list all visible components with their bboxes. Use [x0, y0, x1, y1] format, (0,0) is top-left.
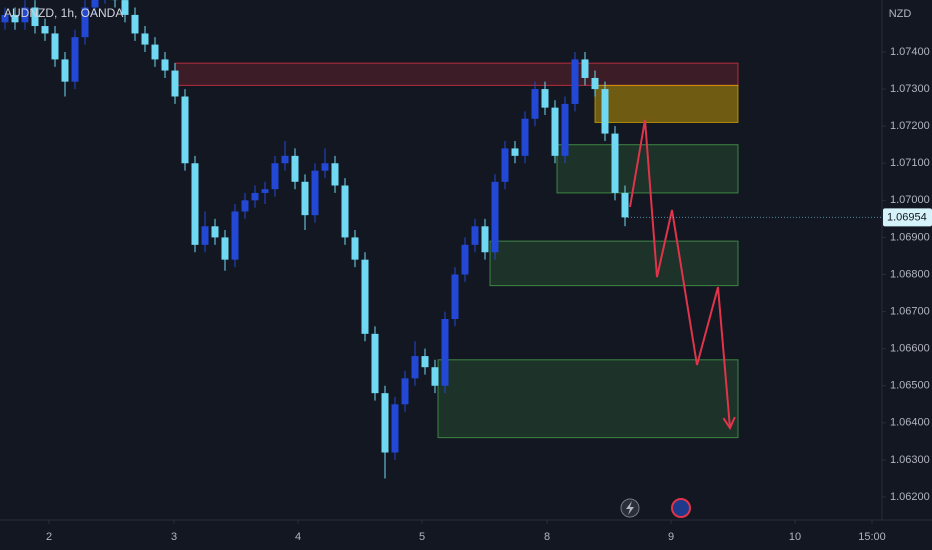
- arrow-head: [722, 416, 736, 431]
- y-tick-label: 1.06600: [890, 343, 930, 355]
- candle-body: [601, 89, 609, 134]
- zone: [437, 359, 739, 439]
- candle-body: [561, 103, 569, 156]
- x-tick-label: 3: [171, 531, 177, 543]
- candle-body: [1, 14, 9, 23]
- candle-body: [281, 155, 289, 164]
- candle-body: [351, 237, 359, 260]
- zone: [594, 84, 739, 123]
- candle-body: [301, 181, 309, 216]
- candle-body: [481, 226, 489, 253]
- candle-body: [131, 14, 139, 34]
- candle-body: [401, 378, 409, 405]
- y-tick-label: 1.06500: [890, 380, 930, 392]
- x-tick-label: 9: [668, 531, 674, 543]
- zone: [174, 62, 739, 86]
- y-tick-label: 1.06400: [890, 417, 930, 429]
- event-icons: [620, 498, 691, 518]
- candle-body: [141, 33, 149, 45]
- candle-body: [361, 259, 369, 334]
- x-tick-label: 8: [544, 531, 550, 543]
- last-price-box: [883, 208, 932, 227]
- y-tick-label: 1.07400: [890, 46, 930, 58]
- candle-body: [381, 393, 389, 453]
- y-tick-label: 1.06200: [890, 491, 930, 503]
- candle-body: [291, 155, 299, 182]
- candle-body: [541, 89, 549, 108]
- candle-body: [321, 163, 329, 171]
- candle-body: [181, 96, 189, 164]
- candle-body: [171, 70, 179, 97]
- candle-body: [11, 14, 19, 23]
- candle-body: [61, 59, 69, 82]
- candle-body: [391, 404, 399, 453]
- candle-body: [451, 274, 459, 319]
- candle-body: [51, 33, 59, 60]
- y-tick-label: 1.07100: [890, 157, 930, 169]
- x-tick-label: 2: [46, 531, 52, 543]
- x-tick-label: 5: [419, 531, 425, 543]
- candle-body: [31, 7, 39, 27]
- candle-body: [261, 189, 269, 193]
- candle-body: [211, 226, 219, 238]
- candle-body: [501, 148, 509, 182]
- candle-body: [21, 7, 29, 23]
- candle-body: [121, 0, 129, 15]
- zone: [489, 240, 739, 287]
- candle-body: [431, 367, 439, 386]
- candle-body: [371, 333, 379, 394]
- x-tick-label: 10: [789, 531, 801, 543]
- x-tick-label: 15:00: [858, 531, 886, 543]
- candle-body: [551, 107, 559, 156]
- last-price-label: 1.06954: [887, 211, 927, 223]
- y-tick-label: 1.06900: [890, 231, 930, 243]
- candle-body: [591, 77, 599, 90]
- candle-body: [581, 59, 589, 78]
- currency-label: NZD: [889, 8, 912, 20]
- candle-body: [511, 148, 519, 156]
- candle-body: [271, 163, 279, 190]
- candle-body: [621, 192, 629, 218]
- candle-body: [91, 0, 99, 8]
- candle-body: [251, 192, 259, 201]
- y-tick-label: 1.07300: [890, 83, 930, 95]
- candle-body: [411, 356, 419, 379]
- flag-icon[interactable]: [671, 498, 691, 518]
- candle-body: [161, 59, 169, 71]
- candle-body: [41, 26, 49, 34]
- projection-path: [629, 119, 731, 429]
- y-tick-label: 1.06800: [890, 268, 930, 280]
- candle-body: [221, 237, 229, 260]
- candle-body: [311, 170, 319, 216]
- candle-body: [191, 163, 199, 245]
- candle-body: [151, 44, 159, 60]
- x-tick-label: 4: [295, 531, 301, 543]
- plot-area: [1, 0, 882, 479]
- y-tick-label: 1.06300: [890, 454, 930, 466]
- candle-body: [571, 59, 579, 104]
- candle-body: [81, 7, 89, 38]
- candle-body: [461, 244, 469, 275]
- candle-body: [611, 133, 619, 193]
- candle-body: [441, 319, 449, 386]
- candle-body: [71, 37, 79, 82]
- candle-body: [241, 200, 249, 212]
- candle-body: [231, 211, 239, 260]
- candle-body: [531, 89, 539, 119]
- y-tick-label: 1.07200: [890, 120, 930, 132]
- candle-body: [471, 226, 479, 245]
- candle-body: [201, 226, 209, 245]
- candle-body: [491, 181, 499, 253]
- candle-body: [331, 163, 339, 186]
- lightning-icon: [626, 501, 634, 515]
- y-tick-label: 1.07000: [890, 194, 930, 206]
- candle-body: [341, 185, 349, 238]
- candle-body: [521, 118, 529, 156]
- chart-title: AUDNZD, 1h, OANDA: [4, 6, 123, 20]
- candle-body: [421, 356, 429, 368]
- y-tick-label: 1.06700: [890, 305, 930, 317]
